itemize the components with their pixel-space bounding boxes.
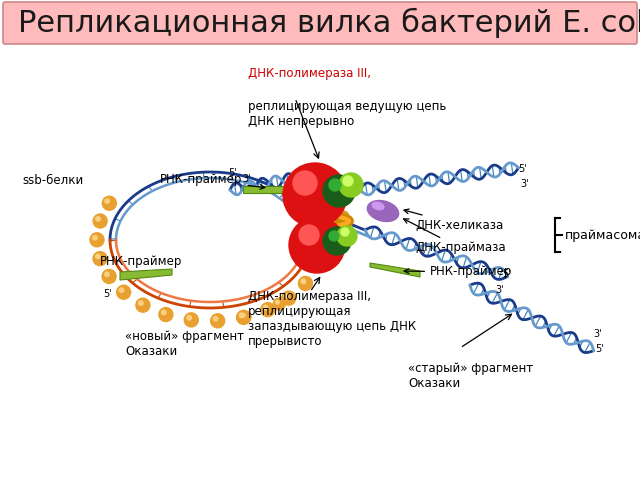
Text: 5': 5' [104, 289, 113, 299]
Text: Репликационная вилка бактерий E. coli: Репликационная вилка бактерий E. coli [18, 8, 640, 38]
Text: 5': 5' [518, 164, 527, 174]
Text: 3': 3' [243, 174, 252, 184]
Circle shape [96, 254, 100, 259]
Circle shape [136, 298, 150, 312]
Circle shape [293, 171, 317, 195]
Ellipse shape [367, 201, 399, 221]
Circle shape [329, 231, 339, 241]
Circle shape [184, 313, 198, 327]
Circle shape [239, 313, 244, 317]
Circle shape [331, 217, 343, 229]
Polygon shape [370, 263, 420, 277]
Text: реплицирующая ведущую цепь
ДНК непрерывно: реплицирующая ведущую цепь ДНК непрерывн… [248, 100, 446, 128]
Circle shape [90, 233, 104, 247]
Circle shape [323, 175, 355, 207]
Circle shape [289, 217, 345, 273]
Text: РНК-праймер: РНК-праймер [404, 265, 513, 278]
Circle shape [161, 310, 166, 315]
Polygon shape [243, 186, 295, 193]
Circle shape [276, 300, 280, 304]
Text: «новый» фрагмент
Оказаки: «новый» фрагмент Оказаки [125, 330, 244, 358]
Circle shape [213, 316, 218, 321]
Circle shape [102, 196, 116, 210]
Circle shape [283, 163, 347, 227]
Circle shape [343, 176, 353, 186]
Circle shape [187, 315, 191, 320]
Circle shape [159, 308, 173, 322]
Circle shape [339, 213, 343, 217]
Circle shape [282, 291, 296, 305]
Text: праймасома: праймасома [565, 228, 640, 241]
Circle shape [211, 314, 225, 328]
Circle shape [329, 179, 341, 191]
FancyBboxPatch shape [3, 2, 637, 44]
Text: 3': 3' [521, 179, 529, 189]
Circle shape [339, 173, 363, 197]
Circle shape [327, 225, 339, 237]
Circle shape [341, 228, 349, 236]
Circle shape [329, 227, 333, 231]
Circle shape [337, 211, 349, 223]
Circle shape [93, 214, 107, 228]
Polygon shape [120, 269, 172, 280]
Circle shape [105, 199, 109, 204]
Text: ДНК-хеликаза: ДНК-хеликаза [404, 209, 503, 231]
Circle shape [237, 311, 251, 324]
Circle shape [298, 276, 312, 290]
Circle shape [102, 269, 116, 283]
Circle shape [139, 301, 143, 305]
Text: 5': 5' [228, 168, 237, 178]
Text: ssb-белки: ssb-белки [22, 173, 83, 187]
Circle shape [93, 252, 107, 265]
Circle shape [301, 280, 305, 284]
Text: «старый» фрагмент
Оказаки: «старый» фрагмент Оказаки [408, 362, 533, 390]
Circle shape [300, 277, 312, 289]
Text: РНК-праймер: РНК-праймер [160, 173, 265, 189]
Circle shape [299, 225, 319, 245]
Circle shape [96, 216, 100, 221]
Circle shape [333, 219, 337, 223]
Text: 3': 3' [496, 285, 504, 295]
Text: 3': 3' [594, 329, 602, 339]
Text: ДНК-полимераза III,: ДНК-полимераза III, [248, 67, 371, 80]
Text: 5': 5' [596, 344, 604, 354]
Circle shape [273, 298, 285, 310]
Circle shape [264, 305, 268, 310]
Text: 5': 5' [502, 269, 511, 279]
Text: РНК-праймер: РНК-праймер [100, 255, 182, 268]
Circle shape [119, 288, 124, 292]
Circle shape [239, 311, 251, 323]
Circle shape [284, 294, 289, 298]
Circle shape [93, 236, 97, 240]
Ellipse shape [372, 202, 384, 210]
Circle shape [241, 313, 245, 317]
Circle shape [323, 227, 351, 255]
Circle shape [116, 285, 131, 299]
Text: ДНК-полимераза III,
реплицирующая
запаздывающую цепь ДНК
прерывисто: ДНК-полимераза III, реплицирующая запазд… [248, 290, 416, 348]
Circle shape [337, 226, 357, 246]
Text: ДНК-праймаза: ДНК-праймаза [404, 219, 506, 254]
Circle shape [260, 302, 275, 317]
Circle shape [105, 272, 109, 276]
Circle shape [301, 279, 305, 284]
